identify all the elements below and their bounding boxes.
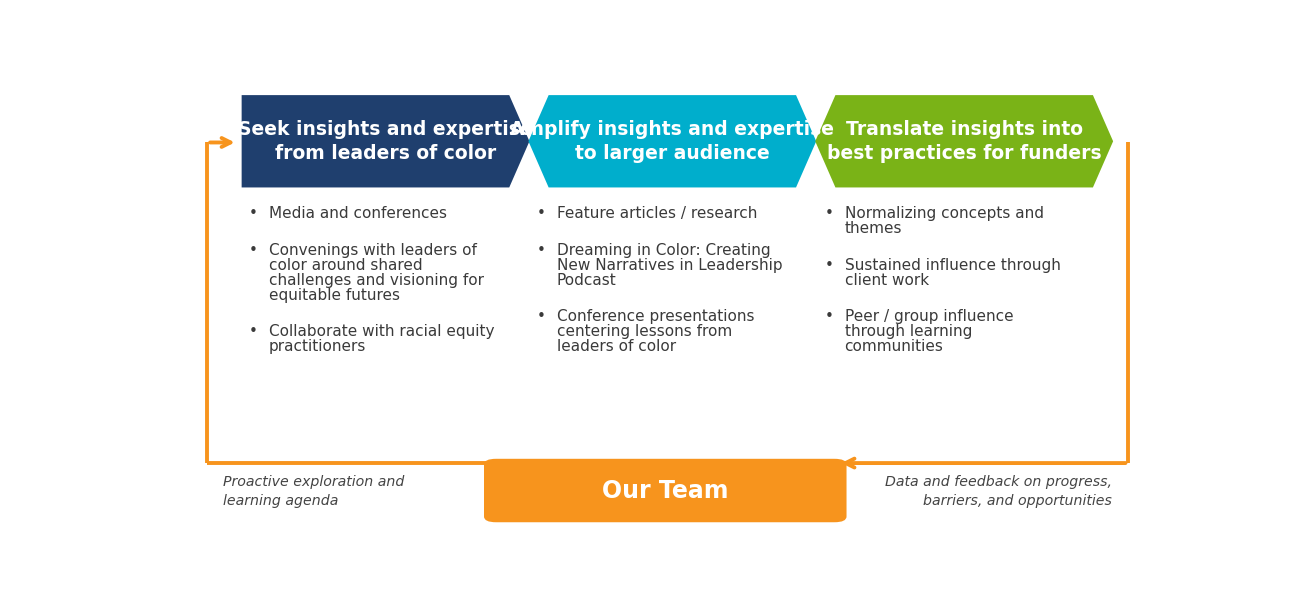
Text: Proactive exploration and
learning agenda: Proactive exploration and learning agend… — [224, 475, 405, 508]
Text: •: • — [825, 309, 833, 324]
Polygon shape — [529, 95, 816, 188]
Text: New Narratives in Leadership: New Narratives in Leadership — [556, 258, 782, 273]
Text: Translate insights into
best practices for funders: Translate insights into best practices f… — [827, 120, 1101, 163]
Text: Dreaming in Color: Creating: Dreaming in Color: Creating — [556, 243, 770, 258]
Text: challenges and visioning for: challenges and visioning for — [268, 273, 483, 288]
Text: •: • — [537, 243, 546, 258]
Text: through learning: through learning — [844, 324, 972, 339]
Text: themes: themes — [844, 221, 902, 236]
Text: •: • — [249, 243, 258, 258]
Text: Amplify insights and expertise
to larger audience: Amplify insights and expertise to larger… — [511, 120, 834, 163]
Text: equitable futures: equitable futures — [268, 288, 400, 303]
Text: Normalizing concepts and: Normalizing concepts and — [844, 207, 1044, 221]
Text: Conference presentations: Conference presentations — [556, 309, 754, 324]
Text: Sustained influence through: Sustained influence through — [844, 258, 1061, 273]
Text: color around shared: color around shared — [268, 258, 422, 273]
Text: Data and feedback on progress,
barriers, and opportunities: Data and feedback on progress, barriers,… — [885, 475, 1113, 508]
Text: •: • — [537, 207, 546, 221]
Polygon shape — [816, 95, 1113, 188]
Text: centering lessons from: centering lessons from — [556, 324, 732, 339]
Text: •: • — [537, 309, 546, 324]
Text: Seek insights and expertise
from leaders of color: Seek insights and expertise from leaders… — [238, 120, 533, 163]
Text: •: • — [249, 324, 258, 339]
Text: •: • — [825, 258, 833, 273]
Text: Our Team: Our Team — [602, 478, 728, 502]
Text: •: • — [249, 207, 258, 221]
Polygon shape — [241, 95, 529, 188]
Text: Feature articles / research: Feature articles / research — [556, 207, 757, 221]
FancyBboxPatch shape — [483, 459, 847, 522]
Text: leaders of color: leaders of color — [556, 339, 676, 354]
Text: Podcast: Podcast — [556, 273, 616, 288]
Text: Media and conferences: Media and conferences — [268, 207, 447, 221]
Text: Collaborate with racial equity: Collaborate with racial equity — [268, 324, 494, 339]
Text: •: • — [825, 207, 833, 221]
Text: client work: client work — [844, 273, 929, 288]
Text: practitioners: practitioners — [268, 339, 366, 354]
Text: Peer / group influence: Peer / group influence — [844, 309, 1014, 324]
Text: communities: communities — [844, 339, 943, 354]
Text: Convenings with leaders of: Convenings with leaders of — [268, 243, 477, 258]
